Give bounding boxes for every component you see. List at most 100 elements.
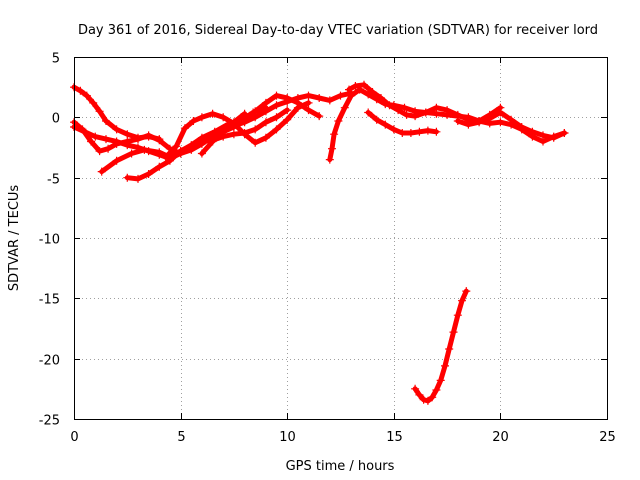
data-point <box>155 162 164 171</box>
data-point <box>112 156 121 165</box>
data-point <box>144 170 153 178</box>
data-point <box>102 117 110 125</box>
data-point <box>345 85 353 94</box>
data-point <box>549 133 558 142</box>
data-point <box>539 131 547 140</box>
data-point <box>436 376 445 385</box>
data-point <box>219 113 228 122</box>
data-point <box>389 125 398 134</box>
series-line-track5 <box>124 107 290 182</box>
data-point <box>315 112 324 121</box>
data-point <box>398 129 407 137</box>
data-point <box>176 147 185 156</box>
data-point <box>402 110 411 119</box>
data-point <box>144 131 153 140</box>
data-point <box>155 136 164 145</box>
data-point <box>453 311 462 320</box>
data-point <box>87 137 96 146</box>
data-point <box>134 135 142 144</box>
data-point <box>419 395 428 404</box>
data-point <box>240 130 249 139</box>
data-point <box>411 384 420 393</box>
data-point <box>283 106 292 115</box>
data-point <box>208 137 217 146</box>
data-point <box>272 101 281 110</box>
y-tick-label: -10 <box>39 233 60 248</box>
data-point <box>82 91 91 100</box>
data-point <box>112 139 121 148</box>
data-point <box>197 149 206 158</box>
data-point <box>462 287 471 296</box>
x-tick-label: 0 <box>70 430 78 445</box>
series-line-track7 <box>199 93 322 156</box>
data-point <box>372 115 381 124</box>
data-point <box>485 114 494 123</box>
data-point <box>293 98 302 107</box>
series-markers-track8 <box>325 85 569 164</box>
data-point <box>95 147 104 156</box>
data-point <box>261 98 270 107</box>
data-point <box>197 113 206 122</box>
data-point <box>283 115 292 124</box>
data-point <box>411 112 420 121</box>
data-point <box>134 174 142 183</box>
data-point <box>208 109 217 118</box>
data-point <box>91 132 100 141</box>
data-point <box>415 127 424 136</box>
data-point <box>517 123 526 131</box>
data-point <box>449 328 458 337</box>
data-point <box>127 149 136 158</box>
x-axis-label: GPS time / hours <box>286 459 395 474</box>
series-markers-track12 <box>411 287 471 405</box>
data-point <box>453 117 462 125</box>
data-point <box>123 130 132 139</box>
data-point <box>272 113 281 122</box>
chart-title: Day 361 of 2016, Sidereal Day-to-day VTE… <box>78 23 598 38</box>
y-tick-labels: 5 0 -5 -10 -15 -20 -25 <box>39 52 60 429</box>
data-point <box>528 127 537 136</box>
data-point <box>161 153 170 162</box>
x-tick-label: 10 <box>279 430 296 445</box>
data-point <box>172 142 181 151</box>
data-point <box>304 98 313 107</box>
data-point <box>330 130 339 139</box>
data-point <box>394 106 403 115</box>
data-point <box>325 96 334 105</box>
data-point <box>76 86 85 95</box>
data-point <box>283 94 292 102</box>
data-point <box>334 117 343 125</box>
data-point <box>97 167 106 176</box>
axis-ticks <box>74 57 608 420</box>
data-point <box>432 386 441 394</box>
data-point <box>272 91 281 100</box>
data-point <box>104 144 113 153</box>
data-point <box>385 101 394 110</box>
data-point <box>261 133 270 142</box>
data-point <box>89 98 98 107</box>
data-point <box>229 123 238 131</box>
data-point <box>123 137 132 146</box>
data-point <box>328 144 336 153</box>
data-point <box>102 135 110 144</box>
data-point <box>428 393 437 402</box>
x-tick-label: 15 <box>386 430 403 445</box>
data-point <box>507 115 516 124</box>
data-point <box>261 118 270 127</box>
data-point <box>423 396 432 405</box>
data-point <box>155 148 164 157</box>
data-point <box>400 103 409 112</box>
y-axis-label: SDTVAR / TECUs <box>7 185 22 292</box>
data-point <box>432 103 441 112</box>
data-point <box>475 118 484 127</box>
data-point <box>377 94 385 102</box>
data-point <box>347 91 356 100</box>
y-tick-label: 0 <box>52 112 60 127</box>
data-point <box>272 125 281 134</box>
y-tick-label: -5 <box>47 173 60 188</box>
series-markers-track6 <box>161 98 313 162</box>
data-point <box>219 127 228 136</box>
data-point <box>240 117 249 125</box>
data-point <box>187 142 196 151</box>
data-point <box>315 94 324 102</box>
data-point <box>364 90 373 99</box>
